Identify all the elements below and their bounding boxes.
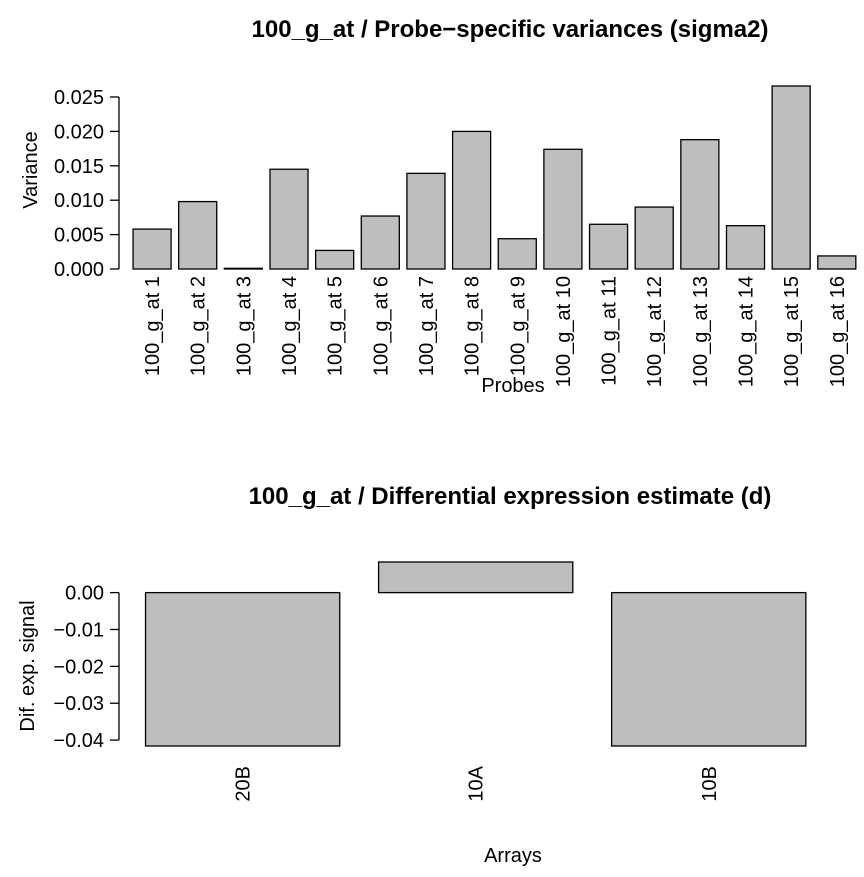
x-tick-label: 100_g_at 5 <box>325 276 347 376</box>
x-tick-label: 100_g_at 4 <box>279 276 301 376</box>
y-tick-label: −0.02 <box>53 656 104 678</box>
bar-100_g_at 5 <box>314 249 355 270</box>
x-tick-label: 100_g_at 6 <box>370 276 392 376</box>
x-tick-label: 100_g_at 15 <box>781 276 803 387</box>
y-axis-label: Variance <box>20 131 42 208</box>
x-tick-label: 100_g_at 9 <box>507 276 529 376</box>
bar-100_g_at 7 <box>406 172 446 270</box>
y-tick-label: 0.015 <box>54 156 104 178</box>
x-tick-label: 100_g_at 16 <box>827 276 849 387</box>
bar-100_g_at 6 <box>360 215 400 270</box>
y-tick-label: 0.020 <box>54 121 104 143</box>
bar-100_g_at 4 <box>269 168 309 270</box>
y-axis: 0.000 0.005 0.010 0.015 0.020 0.025 <box>54 87 120 281</box>
x-tick-label: 100_g_at 3 <box>233 276 255 376</box>
x-tick-label: 20B <box>233 766 255 802</box>
chart-title: 100_g_at / Probe−specific variances (sig… <box>252 16 769 43</box>
y-tick-label: 0.005 <box>54 225 104 247</box>
bar-100_g_at 10 <box>543 148 583 270</box>
x-tick-labels: 100_g_at 1 100_g_at 2 100_g_at 3 100_g_at 4… <box>142 276 849 387</box>
y-tick-label: −0.03 <box>53 693 104 715</box>
x-tick-label: 100_g_at 1 <box>142 276 164 376</box>
x-tick-label: 100_g_at 11 <box>599 276 621 386</box>
y-tick-label: 0.025 <box>54 87 104 109</box>
bar-series <box>144 561 807 747</box>
x-tick-label: 100_g_at 13 <box>690 276 712 387</box>
y-tick-label: −0.04 <box>53 730 104 752</box>
y-tick-label: 0.000 <box>54 259 104 281</box>
bar-100_g_at 12 <box>634 206 674 270</box>
bar-100_g_at 1 <box>132 228 172 270</box>
bar-100_g_at 2 <box>178 200 218 270</box>
y-tick-label: −0.01 <box>53 619 104 641</box>
x-tick-label: 100_g_at 7 <box>416 276 438 376</box>
x-axis-label: Arrays <box>484 845 542 867</box>
y-tick-label: 0.00 <box>65 583 104 605</box>
y-tick-label: 0.010 <box>54 190 104 212</box>
x-tick-label: 100_g_at 2 <box>188 276 210 376</box>
bar-100_g_at 9 <box>497 238 537 270</box>
x-tick-label: 100_g_at 10 <box>553 276 575 387</box>
bar-10B <box>610 591 807 747</box>
x-tick-labels: 20B 10A 10B <box>233 765 721 801</box>
x-tick-label: 100_g_at 12 <box>644 276 666 387</box>
bar-100_g_at 14 <box>725 225 766 270</box>
x-tick-label: 10A <box>466 765 488 801</box>
bar-20B <box>144 591 341 747</box>
y-axis-label: Dif. exp. signal <box>17 600 39 731</box>
bar-100_g_at 11 <box>588 223 629 270</box>
bar-10A <box>377 561 574 594</box>
bar-100_g_at 3 <box>223 267 264 270</box>
y-axis: −0.04 −0.03 −0.02 −0.01 0.00 <box>53 583 120 752</box>
x-tick-label: 100_g_at 8 <box>462 276 484 376</box>
bar-100_g_at 13 <box>680 139 720 270</box>
differential-expression-chart: 100_g_at / Differential expression estim… <box>17 483 807 867</box>
bar-100_g_at 8 <box>451 130 492 270</box>
x-tick-label: 10B <box>699 766 721 802</box>
bar-100_g_at 15 <box>771 85 811 270</box>
bar-series <box>132 85 857 270</box>
x-axis-label: Probes <box>481 375 544 397</box>
variance-chart: 100_g_at / Probe−specific variances (sig… <box>20 16 857 397</box>
chart-title: 100_g_at / Differential expression estim… <box>249 483 772 510</box>
bar-100_g_at 16 <box>817 255 857 270</box>
x-tick-label: 100_g_at 14 <box>736 276 758 387</box>
